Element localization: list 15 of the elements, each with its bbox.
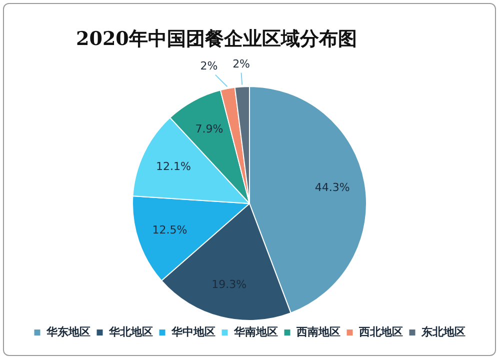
legend-label: 华东地区: [45, 326, 90, 339]
legend-label: 东北地区: [420, 326, 466, 339]
data-label: 44.3%: [314, 181, 350, 194]
data-label: 2%: [232, 58, 250, 71]
data-label: 7.9%: [195, 122, 224, 136]
legend-label: 华南地区: [232, 326, 278, 339]
chart-title: 2020年中国团餐企业区域分布图: [76, 27, 357, 52]
legend-label: 西北地区: [358, 326, 403, 339]
legend-label: 西南地区: [295, 326, 340, 339]
data-label: 19.3%: [212, 278, 247, 292]
data-label: 2%: [200, 60, 218, 73]
legend-label: 华北地区: [108, 326, 153, 339]
legend-label: 华中地区: [170, 326, 216, 339]
data-label: 12.5%: [152, 223, 188, 236]
data-label: 12.1%: [156, 160, 191, 174]
